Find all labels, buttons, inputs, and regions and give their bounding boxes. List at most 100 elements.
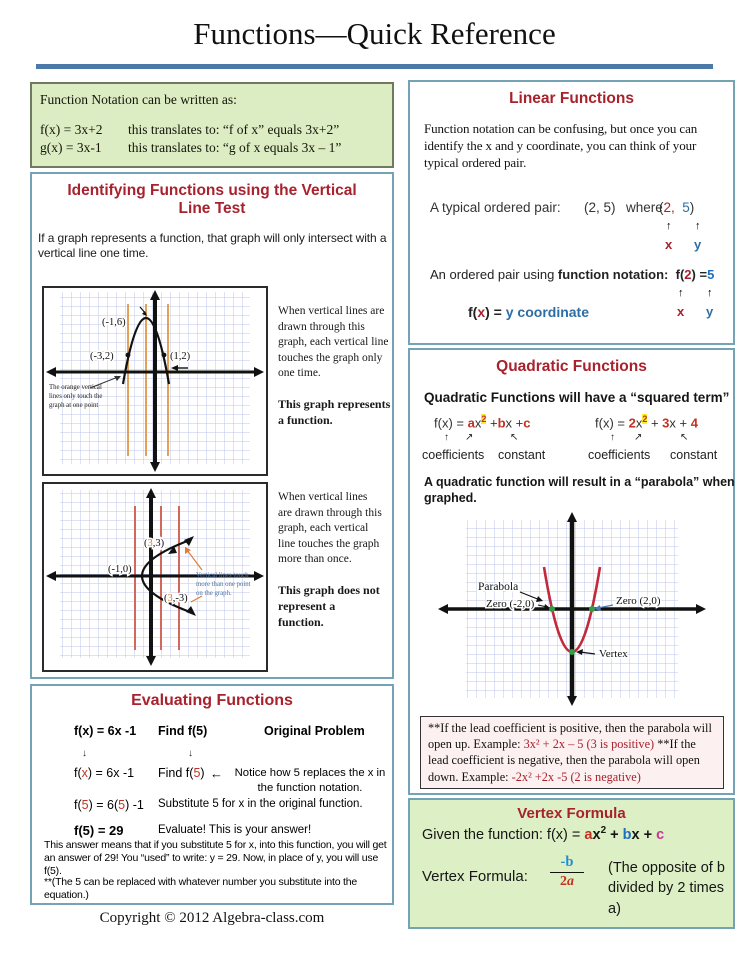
up-left-arrow-icon: ↖ bbox=[510, 432, 519, 443]
zero-right-label: Zero (2,0) bbox=[616, 595, 661, 607]
down-arrow-icon: ↓ bbox=[82, 748, 87, 759]
evaluating-functions-section: Evaluating Functions f(x) = 6x -1 Find f… bbox=[30, 684, 394, 905]
vlt-intro: If a graph represents a function, that g… bbox=[38, 230, 387, 260]
eval-row3-note: Substitute 5 for x in the original funct… bbox=[158, 798, 363, 810]
vertex-formula-section: Vertex Formula Given the function: f(x) … bbox=[408, 798, 735, 929]
point-label: (-3,2) bbox=[90, 351, 114, 362]
note-arrow-head bbox=[114, 376, 121, 381]
sideways-parabola-curve bbox=[141, 538, 191, 614]
page-title: Functions—Quick Reference bbox=[193, 16, 556, 51]
note-arrow-head bbox=[185, 547, 191, 554]
vertex-title: Vertex Formula bbox=[517, 805, 626, 822]
lead-example-negative: -2x² +2x -5 bbox=[511, 769, 568, 784]
up-arrow-icon: ↑ bbox=[695, 220, 701, 232]
copyright-text: Copyright © 2012 Algebra-class.com bbox=[99, 910, 325, 926]
quadratic-formula-example: f(x) = 2x2 + 3x + 4 bbox=[595, 414, 698, 431]
eval-row2-find: Find f(5) bbox=[158, 766, 205, 780]
zero-point-dot bbox=[589, 606, 595, 612]
graph2-explanation: When vertical lines are drawn through th… bbox=[278, 490, 382, 630]
graph1-text: When vertical lines are drawn through th… bbox=[278, 305, 389, 380]
graph1-explanation: When vertical lines are drawn through th… bbox=[278, 304, 396, 428]
quadratic-functions-section: Quadratic Functions Quadratic Functions … bbox=[408, 348, 735, 795]
parabola-statement: A quadratic function will result in a “p… bbox=[424, 475, 735, 506]
pair-label: A typical ordered pair: bbox=[430, 200, 561, 215]
constant-label: constant bbox=[498, 448, 546, 462]
vertex-fraction: -b 2a bbox=[550, 854, 584, 890]
graph2-text: When vertical lines are drawn through th… bbox=[278, 491, 382, 566]
evaluating-title: Evaluating Functions bbox=[131, 692, 293, 709]
eval-row4-note: Evaluate! This is your answer! bbox=[158, 824, 312, 836]
down-arrow-icon: ↓ bbox=[188, 748, 193, 759]
axis-arrow bbox=[567, 696, 577, 706]
label-arrow bbox=[519, 591, 541, 601]
label-arrow-head bbox=[544, 604, 550, 609]
label-arrow-blue bbox=[597, 604, 614, 609]
note-arrow bbox=[89, 376, 119, 389]
fx-equals-y-line: f(x) = y coordinate bbox=[468, 304, 589, 320]
point-dot bbox=[161, 352, 167, 358]
axis-arrow bbox=[146, 488, 156, 498]
lead-coefficient-box: **If the lead coefficient is positive, t… bbox=[420, 716, 724, 789]
point-label: (3,-3) bbox=[164, 593, 188, 604]
vertical-line-test-fail-graph: (3,3) (-1,0) (3,-3) bbox=[46, 488, 264, 666]
function-notation-line: An ordered pair using function notation:… bbox=[430, 267, 715, 282]
vertex-given-line: Given the function: f(x) = ax2 + bx + c bbox=[422, 825, 665, 843]
x-coordinate-label: x bbox=[677, 304, 685, 319]
linear-functions-section: Linear Functions Function notation can b… bbox=[408, 80, 735, 345]
label-arrow-head bbox=[594, 605, 601, 611]
pair-colored: (2, 5) bbox=[659, 200, 695, 215]
vertex-label: Vertex bbox=[599, 648, 628, 660]
note-arrow-orange bbox=[190, 595, 203, 603]
function-graph-frame: (-1,6) (-3,2) (1,2) The orange vertical … bbox=[42, 286, 268, 476]
eval-row2-note: Notice how 5 replaces the x in the funct… bbox=[234, 767, 386, 794]
graph1-conclusion: This graph represents a function. bbox=[278, 396, 391, 427]
axis-arrow bbox=[254, 571, 264, 581]
graph1-annotation: The orange vertical lines only touch the… bbox=[49, 384, 103, 409]
vertical-line-test-pass-graph: (-1,6) (-3,2) (1,2) bbox=[46, 290, 264, 472]
vlt-title: Identifying Functions using the Vertical… bbox=[67, 182, 357, 218]
notation-box: Function Notation can be written as: f(x… bbox=[30, 82, 394, 168]
vertical-line-test-section: Identifying Functions using the Vertical… bbox=[30, 172, 394, 679]
coefficients-label: coefficients bbox=[422, 448, 485, 462]
point-label: (-1,0) bbox=[108, 564, 132, 575]
axis-arrow bbox=[254, 367, 264, 377]
up-arrow-icon: ↑ bbox=[707, 287, 713, 299]
function-graph-frame: (3,3) (-1,0) (3,-3) Vertical lines touch… bbox=[42, 482, 268, 672]
fraction-numerator: -b bbox=[550, 854, 584, 873]
parabola-graph: Parabola Zero (-2,0) Zero (2,0) Vertex bbox=[438, 512, 706, 706]
left-arrow-icon: ← bbox=[210, 766, 223, 781]
grid bbox=[60, 490, 250, 658]
curve-arrow-head bbox=[186, 606, 196, 616]
label-arrow-head bbox=[536, 596, 543, 602]
curve-arrow-head bbox=[184, 536, 194, 546]
up-left-arrow-icon: ↖ bbox=[680, 432, 689, 443]
eval-answer: f(5) = 29 bbox=[74, 823, 124, 838]
up-arrow-icon: ↑ bbox=[610, 432, 615, 443]
zero-point-dot bbox=[549, 606, 555, 612]
lead-note-positive: (3 is positive) bbox=[583, 737, 655, 752]
eval-head-original: Original Problem bbox=[264, 724, 365, 738]
quadratic-subtitle: Quadratic Functions will have a “squared… bbox=[424, 390, 730, 405]
curve-direction-mark bbox=[168, 546, 177, 554]
x-coordinate-label: x bbox=[665, 237, 673, 252]
label-arrow-head bbox=[142, 311, 147, 316]
linear-paragraph: Function notation can be confusing, but … bbox=[424, 121, 698, 171]
quadratic-title: Quadratic Functions bbox=[496, 358, 647, 375]
axis-arrow bbox=[46, 571, 56, 581]
coefficients-label: coefficients bbox=[588, 448, 651, 462]
axis-arrow bbox=[146, 656, 156, 666]
label-arrow-head bbox=[576, 649, 583, 655]
up-arrow-icon: ↑ bbox=[666, 220, 672, 232]
zero-left-label: Zero (-2,0) bbox=[486, 598, 535, 610]
eval-footnote: **(The 5 can be replaced with whatever n… bbox=[44, 876, 358, 901]
y-coordinate-label: y bbox=[694, 237, 702, 252]
graph2-annotation: Vertical lines touch more than one point… bbox=[196, 572, 251, 597]
lead-rule-negative: **If the lead coefficient is negative, t… bbox=[428, 737, 700, 784]
eval-row3-formula: f(5) = 6(5) -1 bbox=[74, 798, 144, 812]
vertex-formula-label: Vertex Formula: bbox=[422, 868, 528, 885]
parabola-label: Parabola bbox=[478, 581, 518, 593]
lead-note-negative: (2 is negative) bbox=[567, 769, 641, 784]
notation-intro: Function Notation can be written as: bbox=[40, 92, 237, 107]
notation-row: g(x) = 3x-1 this translates to: “g of x e… bbox=[40, 140, 384, 156]
